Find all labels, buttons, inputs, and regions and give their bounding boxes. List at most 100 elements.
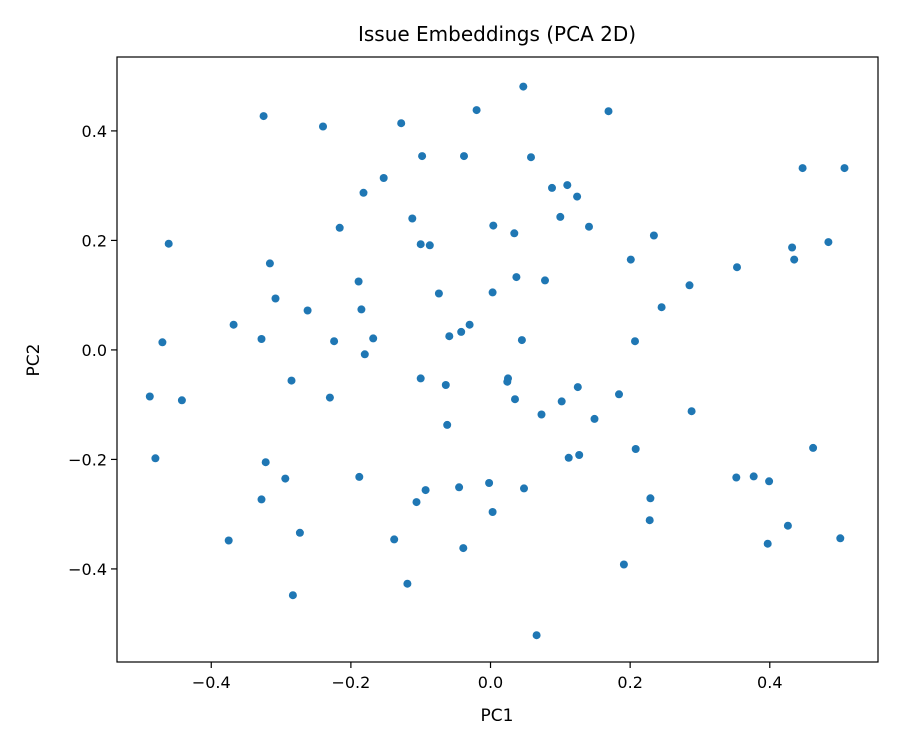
data-point-13 xyxy=(548,183,556,192)
data-point-84 xyxy=(412,498,421,507)
data-point-71 xyxy=(564,453,573,462)
data-point-89 xyxy=(783,521,792,530)
x-axis-ticks: −0.4 −0.2 0.0 0.2 0.4 xyxy=(192,662,783,692)
data-point-32 xyxy=(354,277,363,286)
y-tick-label-1: −0.2 xyxy=(68,450,107,469)
x-tick-label-2: 0.0 xyxy=(478,673,503,692)
data-point-61 xyxy=(325,393,334,402)
data-point-14 xyxy=(563,181,572,190)
data-point-41 xyxy=(657,303,666,312)
y-tick-label-2: 0.0 xyxy=(82,341,107,360)
data-point-45 xyxy=(445,332,454,341)
data-point-99 xyxy=(532,631,541,640)
data-point-95 xyxy=(459,544,468,553)
data-point-94 xyxy=(836,534,845,543)
data-point-77 xyxy=(732,473,741,482)
data-point-91 xyxy=(390,535,399,544)
data-point-36 xyxy=(434,289,443,298)
data-point-4 xyxy=(319,122,327,131)
data-point-30 xyxy=(790,255,799,264)
data-point-53 xyxy=(416,374,425,383)
data-point-28 xyxy=(265,259,274,268)
x-tick-label-4: 0.4 xyxy=(757,673,782,692)
data-point-12 xyxy=(359,188,368,197)
data-point-0 xyxy=(519,82,528,91)
data-point-2 xyxy=(604,107,613,116)
data-point-21 xyxy=(510,229,519,238)
data-point-22 xyxy=(649,231,658,240)
x-axis-label: PC1 xyxy=(481,706,514,726)
data-point-55 xyxy=(441,381,450,389)
data-point-88 xyxy=(645,516,654,525)
data-point-62 xyxy=(511,395,519,404)
data-point-15 xyxy=(573,192,582,201)
data-point-24 xyxy=(416,240,425,249)
data-point-73 xyxy=(151,454,160,463)
data-point-90 xyxy=(295,528,304,537)
data-point-25 xyxy=(425,241,434,250)
data-point-66 xyxy=(537,410,546,419)
data-point-81 xyxy=(455,483,464,492)
data-point-29 xyxy=(626,255,635,264)
data-point-31 xyxy=(733,263,741,272)
x-tick-label-3: 0.2 xyxy=(617,673,642,692)
data-point-9 xyxy=(798,164,807,173)
data-point-72 xyxy=(575,451,584,459)
data-point-49 xyxy=(517,336,526,345)
data-point-38 xyxy=(271,294,280,303)
data-point-37 xyxy=(488,288,497,297)
data-point-1 xyxy=(472,106,481,115)
y-tick-label-0: −0.4 xyxy=(68,560,107,579)
data-point-44 xyxy=(457,327,466,336)
data-point-33 xyxy=(512,273,521,282)
data-point-85 xyxy=(257,495,266,504)
data-point-54 xyxy=(287,376,296,385)
data-point-97 xyxy=(403,579,412,588)
data-point-10 xyxy=(840,164,849,173)
data-point-39 xyxy=(303,306,312,315)
data-point-86 xyxy=(646,494,655,503)
y-axis-label: PC2 xyxy=(24,344,44,377)
data-point-69 xyxy=(631,445,640,453)
data-point-8 xyxy=(527,153,535,162)
data-points xyxy=(145,82,849,640)
data-point-35 xyxy=(685,281,694,290)
data-point-63 xyxy=(177,396,186,405)
data-point-70 xyxy=(809,443,818,452)
data-point-82 xyxy=(520,484,528,493)
data-point-75 xyxy=(355,472,364,481)
y-axis-ticks: −0.4 −0.2 0.0 0.2 0.4 xyxy=(68,122,117,579)
data-point-11 xyxy=(379,174,388,182)
data-point-79 xyxy=(765,477,774,486)
data-point-3 xyxy=(259,112,268,121)
data-point-7 xyxy=(460,152,468,161)
data-point-18 xyxy=(585,222,593,231)
data-point-46 xyxy=(257,335,266,343)
data-point-80 xyxy=(485,479,494,487)
data-point-6 xyxy=(418,152,427,161)
data-point-23 xyxy=(164,239,173,248)
data-point-98 xyxy=(288,591,297,600)
x-tick-label-1: −0.2 xyxy=(331,673,370,692)
data-point-96 xyxy=(619,560,628,569)
data-point-51 xyxy=(158,338,167,347)
data-point-76 xyxy=(281,474,290,483)
data-point-58 xyxy=(573,383,582,392)
chart-title: Issue Embeddings (PCA 2D) xyxy=(358,22,636,46)
data-point-27 xyxy=(824,238,833,247)
data-point-43 xyxy=(465,320,474,329)
x-tick-label-0: −0.4 xyxy=(192,673,231,692)
data-point-74 xyxy=(261,458,270,467)
data-point-59 xyxy=(615,390,623,399)
data-point-19 xyxy=(335,223,344,232)
data-point-40 xyxy=(357,305,366,314)
y-tick-label-3: 0.2 xyxy=(82,231,107,250)
data-point-17 xyxy=(556,212,565,221)
data-point-92 xyxy=(224,536,233,545)
plot-frame xyxy=(116,56,879,663)
data-point-64 xyxy=(557,397,566,406)
data-point-65 xyxy=(687,407,696,416)
data-point-83 xyxy=(421,486,430,495)
